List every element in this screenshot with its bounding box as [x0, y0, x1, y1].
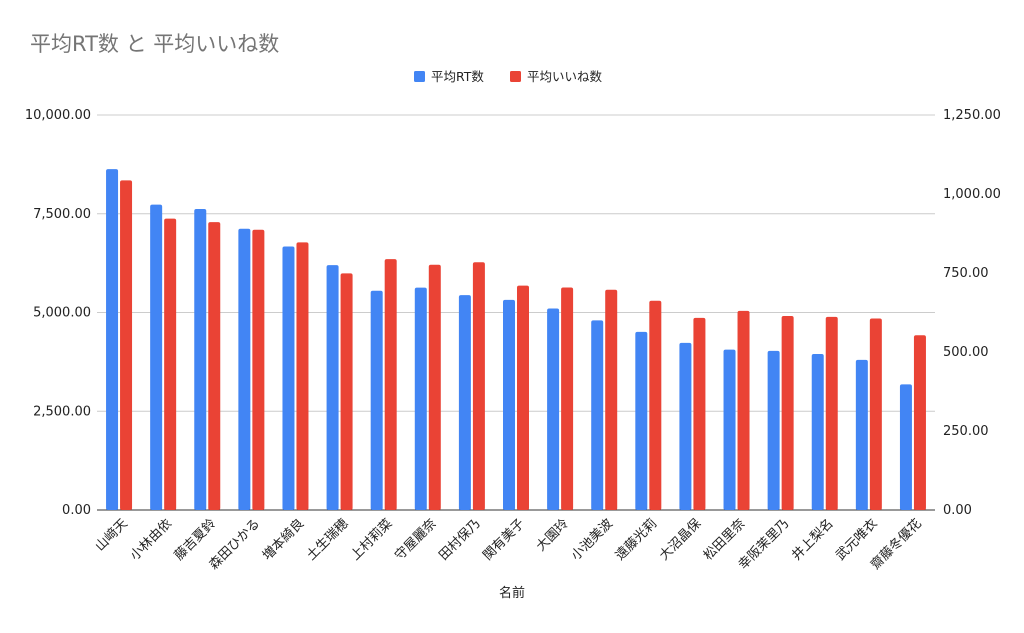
bar-avg-rt	[282, 246, 295, 510]
bar-avg-likes	[649, 300, 662, 510]
y-left-tick-label: 7,500.00	[33, 207, 91, 222]
y-right-tick-label: 250.00	[943, 424, 989, 439]
bar-avg-likes	[561, 287, 574, 510]
bar-avg-likes	[737, 310, 750, 510]
bar-avg-rt	[370, 290, 383, 510]
bar-avg-likes	[340, 273, 353, 510]
bar-avg-rt	[194, 209, 207, 510]
x-category-label: 上村莉菜	[348, 516, 395, 563]
y-left-tick-label: 5,000.00	[33, 306, 91, 321]
bar-avg-likes	[869, 318, 882, 510]
y-left-tick-label: 0.00	[62, 503, 91, 518]
x-category-label: 関有美子	[480, 516, 527, 563]
bar-avg-rt	[811, 353, 824, 510]
bar-avg-likes	[693, 317, 706, 510]
bar-avg-likes	[781, 315, 794, 510]
legend-label-avg-likes: 平均いいね数	[527, 69, 603, 84]
bar-avg-likes	[208, 222, 221, 510]
bar-avg-likes	[120, 180, 133, 511]
bar-avg-rt	[899, 384, 912, 510]
legend-swatch-avg-likes	[510, 71, 521, 82]
x-category-label: 小林由依	[128, 516, 175, 563]
bar-avg-likes	[472, 262, 485, 510]
legend-label-avg-rt: 平均RT数	[431, 69, 484, 84]
bar-avg-likes	[605, 289, 618, 510]
bar-avg-rt	[855, 359, 868, 510]
bar-avg-likes	[384, 259, 397, 510]
y-right-tick-label: 1,250.00	[943, 108, 1001, 123]
y-left-tick-label: 2,500.00	[33, 404, 91, 419]
x-category-label: 遠藤光莉	[613, 516, 660, 563]
bar-avg-rt	[723, 349, 736, 510]
x-category-label: 土生瑞穂	[304, 516, 351, 563]
bar-avg-rt	[414, 287, 427, 510]
y-right-tick-label: 0.00	[943, 503, 972, 518]
bar-avg-rt	[503, 299, 515, 510]
x-category-label: 田村保乃	[436, 516, 483, 563]
x-category-label: 増本綺良	[259, 516, 307, 564]
y-right-tick-label: 1,000.00	[943, 187, 1001, 202]
bar-avg-likes	[913, 335, 926, 510]
x-category-label: 小池美波	[569, 516, 616, 563]
bar-avg-rt	[767, 350, 780, 510]
x-category-label: 大園玲	[534, 516, 572, 554]
bar-avg-rt	[238, 228, 251, 510]
chart-title: 平均RT数 と 平均いいね数	[30, 32, 280, 56]
y-right-tick-label: 750.00	[943, 266, 989, 281]
bar-avg-rt	[547, 308, 560, 510]
y-right-tick-label: 500.00	[943, 345, 989, 360]
x-category-label: 山﨑天	[92, 516, 131, 555]
bar-avg-rt	[635, 331, 648, 510]
bar-avg-likes	[517, 285, 529, 510]
bar-avg-rt	[150, 204, 163, 511]
bar-avg-rt	[679, 342, 692, 510]
x-category-label: 守屋麗奈	[392, 516, 439, 563]
bar-avg-likes	[296, 242, 309, 510]
x-category-label: 井上梨名	[788, 516, 836, 564]
y-left-tick-label: 10,000.00	[25, 108, 91, 123]
legend-swatch-avg-rt	[414, 71, 425, 82]
bar-avg-likes	[164, 218, 177, 510]
x-category-label: 大沼晶保	[657, 516, 704, 563]
x-axis-title: 名前	[499, 585, 525, 601]
bar-avg-likes	[252, 229, 265, 510]
bar-avg-likes	[428, 264, 441, 510]
bar-avg-rt	[326, 265, 339, 510]
bar-avg-likes	[825, 316, 838, 510]
bar-avg-rt	[106, 169, 119, 511]
bar-avg-rt	[591, 320, 604, 510]
bar-avg-rt	[458, 295, 471, 510]
